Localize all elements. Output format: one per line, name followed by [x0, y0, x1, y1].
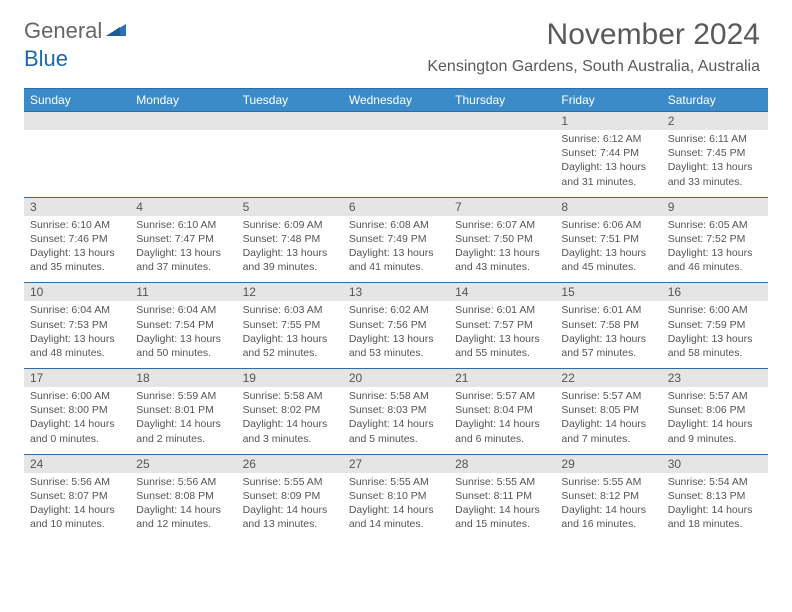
daynum-band: 17181920212223 [24, 369, 768, 387]
empty-cell [449, 130, 555, 197]
empty-cell [343, 130, 449, 197]
location: Kensington Gardens, South Australia, Aus… [427, 58, 760, 76]
empty-cell [24, 130, 130, 197]
day-cell: Sunrise: 6:04 AMSunset: 7:54 PMDaylight:… [130, 301, 236, 368]
logo: General [24, 18, 130, 44]
week-row: 12Sunrise: 6:12 AMSunset: 7:44 PMDayligh… [24, 111, 768, 197]
title-block: November 2024 Kensington Gardens, South … [427, 18, 760, 76]
day-cell: Sunrise: 5:59 AMSunset: 8:01 PMDaylight:… [130, 387, 236, 454]
dow-cell: Monday [130, 89, 236, 111]
day-cell: Sunrise: 5:57 AMSunset: 8:06 PMDaylight:… [662, 387, 768, 454]
dow-cell: Tuesday [237, 89, 343, 111]
day-cell: Sunrise: 6:06 AMSunset: 7:51 PMDaylight:… [555, 216, 661, 283]
day-number: 15 [555, 283, 661, 301]
day-cell: Sunrise: 5:56 AMSunset: 8:08 PMDaylight:… [130, 473, 236, 540]
day-cell: Sunrise: 6:10 AMSunset: 7:46 PMDaylight:… [24, 216, 130, 283]
logo-text-general: General [24, 18, 102, 44]
day-cell: Sunrise: 5:55 AMSunset: 8:09 PMDaylight:… [237, 473, 343, 540]
day-number: 21 [449, 369, 555, 387]
dow-cell: Sunday [24, 89, 130, 111]
day-number: 13 [343, 283, 449, 301]
day-number [24, 112, 130, 130]
day-number [449, 112, 555, 130]
day-cell: Sunrise: 6:09 AMSunset: 7:48 PMDaylight:… [237, 216, 343, 283]
empty-cell [130, 130, 236, 197]
week-row: 3456789Sunrise: 6:10 AMSunset: 7:46 PMDa… [24, 197, 768, 283]
day-cell: Sunrise: 6:05 AMSunset: 7:52 PMDaylight:… [662, 216, 768, 283]
day-number: 25 [130, 455, 236, 473]
week-row: 24252627282930Sunrise: 5:56 AMSunset: 8:… [24, 454, 768, 540]
day-number: 18 [130, 369, 236, 387]
day-number: 26 [237, 455, 343, 473]
day-cell: Sunrise: 6:10 AMSunset: 7:47 PMDaylight:… [130, 216, 236, 283]
day-cell: Sunrise: 5:55 AMSunset: 8:11 PMDaylight:… [449, 473, 555, 540]
logo-text-blue: Blue [24, 46, 68, 71]
day-number: 16 [662, 283, 768, 301]
day-number: 6 [343, 198, 449, 216]
day-number [130, 112, 236, 130]
day-number: 11 [130, 283, 236, 301]
daynum-band: 3456789 [24, 198, 768, 216]
day-number [343, 112, 449, 130]
empty-cell [237, 130, 343, 197]
day-number: 22 [555, 369, 661, 387]
day-number: 7 [449, 198, 555, 216]
day-cell: Sunrise: 5:55 AMSunset: 8:10 PMDaylight:… [343, 473, 449, 540]
day-number: 24 [24, 455, 130, 473]
day-number: 4 [130, 198, 236, 216]
daynum-band: 12 [24, 112, 768, 130]
day-cell: Sunrise: 6:07 AMSunset: 7:50 PMDaylight:… [449, 216, 555, 283]
day-number: 1 [555, 112, 661, 130]
day-number: 30 [662, 455, 768, 473]
day-cell: Sunrise: 5:55 AMSunset: 8:12 PMDaylight:… [555, 473, 661, 540]
day-number: 2 [662, 112, 768, 130]
daynum-band: 24252627282930 [24, 455, 768, 473]
logo-triangle-icon [106, 22, 128, 41]
dow-cell: Saturday [662, 89, 768, 111]
day-cell: Sunrise: 5:58 AMSunset: 8:02 PMDaylight:… [237, 387, 343, 454]
day-number: 5 [237, 198, 343, 216]
dow-cell: Wednesday [343, 89, 449, 111]
day-cell: Sunrise: 5:56 AMSunset: 8:07 PMDaylight:… [24, 473, 130, 540]
month-title: November 2024 [427, 18, 760, 52]
day-number: 9 [662, 198, 768, 216]
day-cell: Sunrise: 6:00 AMSunset: 7:59 PMDaylight:… [662, 301, 768, 368]
day-cell: Sunrise: 6:00 AMSunset: 8:00 PMDaylight:… [24, 387, 130, 454]
day-cell: Sunrise: 6:01 AMSunset: 7:58 PMDaylight:… [555, 301, 661, 368]
day-cell: Sunrise: 5:57 AMSunset: 8:05 PMDaylight:… [555, 387, 661, 454]
day-cell: Sunrise: 5:58 AMSunset: 8:03 PMDaylight:… [343, 387, 449, 454]
daynum-band: 10111213141516 [24, 283, 768, 301]
day-number: 20 [343, 369, 449, 387]
day-cell: Sunrise: 6:12 AMSunset: 7:44 PMDaylight:… [555, 130, 661, 197]
day-number: 29 [555, 455, 661, 473]
day-cell: Sunrise: 6:04 AMSunset: 7:53 PMDaylight:… [24, 301, 130, 368]
day-number [237, 112, 343, 130]
day-number: 23 [662, 369, 768, 387]
day-number: 27 [343, 455, 449, 473]
day-number: 10 [24, 283, 130, 301]
calendar: SundayMondayTuesdayWednesdayThursdayFrid… [24, 88, 768, 539]
day-number: 17 [24, 369, 130, 387]
day-cell: Sunrise: 6:08 AMSunset: 7:49 PMDaylight:… [343, 216, 449, 283]
day-cell: Sunrise: 5:54 AMSunset: 8:13 PMDaylight:… [662, 473, 768, 540]
day-number: 19 [237, 369, 343, 387]
day-number: 3 [24, 198, 130, 216]
day-cell: Sunrise: 6:02 AMSunset: 7:56 PMDaylight:… [343, 301, 449, 368]
dow-row: SundayMondayTuesdayWednesdayThursdayFrid… [24, 89, 768, 111]
day-number: 14 [449, 283, 555, 301]
day-cell: Sunrise: 6:01 AMSunset: 7:57 PMDaylight:… [449, 301, 555, 368]
day-cell: Sunrise: 6:11 AMSunset: 7:45 PMDaylight:… [662, 130, 768, 197]
week-row: 10111213141516Sunrise: 6:04 AMSunset: 7:… [24, 282, 768, 368]
day-cell: Sunrise: 5:57 AMSunset: 8:04 PMDaylight:… [449, 387, 555, 454]
week-row: 17181920212223Sunrise: 6:00 AMSunset: 8:… [24, 368, 768, 454]
header: General November 2024 Kensington Gardens… [0, 0, 792, 80]
dow-cell: Thursday [449, 89, 555, 111]
day-number: 28 [449, 455, 555, 473]
day-cell: Sunrise: 6:03 AMSunset: 7:55 PMDaylight:… [237, 301, 343, 368]
day-number: 8 [555, 198, 661, 216]
day-number: 12 [237, 283, 343, 301]
dow-cell: Friday [555, 89, 661, 111]
